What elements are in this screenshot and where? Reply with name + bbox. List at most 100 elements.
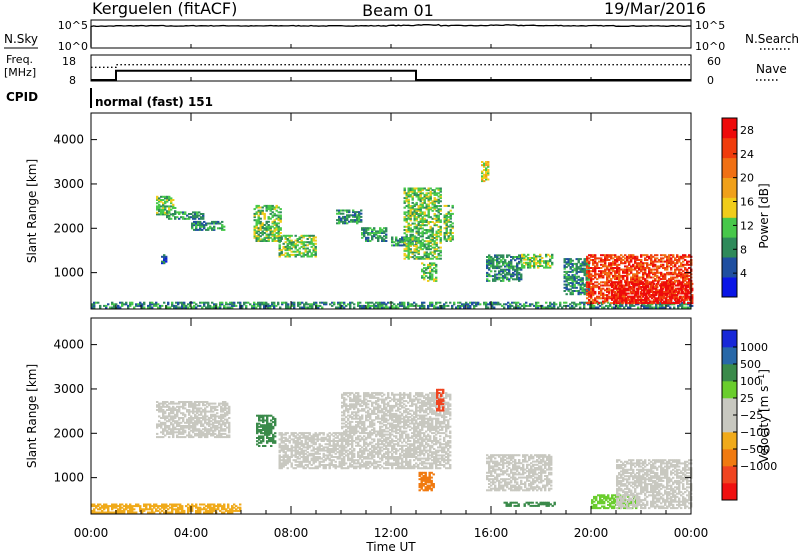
scatter-cell: [640, 300, 643, 303]
scatter-cell: [674, 265, 677, 268]
scatter-cell: [170, 432, 173, 435]
scatter-cell: [607, 304, 610, 307]
scatter-cell: [166, 200, 169, 203]
scatter-cell: [571, 286, 574, 289]
scatter-cell: [606, 259, 609, 261]
scatter-cell: [281, 301, 284, 304]
scatter-cell: [602, 270, 605, 273]
scatter-cell: [687, 290, 690, 293]
scatter-cell: [409, 224, 412, 227]
scatter-cell: [228, 434, 231, 437]
scatter-cell: [618, 268, 621, 271]
scatter-cell: [565, 266, 568, 269]
scatter-cell: [263, 306, 266, 309]
scatter-cell: [669, 306, 672, 309]
scatter-cell: [194, 407, 197, 410]
scatter-cell: [633, 298, 636, 301]
scatter-cell: [172, 407, 175, 410]
scatter-cell: [451, 304, 454, 307]
scatter-cell: [172, 428, 175, 431]
scatter-cell: [180, 425, 183, 427]
scatter-cell: [170, 407, 173, 410]
scatter-cell: [419, 193, 422, 196]
scatter-cell: [357, 303, 360, 306]
scatter-cell: [158, 205, 161, 208]
scatter-cell: [600, 273, 603, 276]
scatter-cell: [674, 279, 677, 282]
scatter-cell: [594, 259, 597, 261]
scatter-cell: [598, 295, 601, 298]
scatter-cell: [527, 266, 530, 269]
scatter-cell: [123, 303, 126, 306]
scatter-cell: [527, 265, 530, 267]
scatter-cell: [226, 407, 229, 410]
scatter-cell: [435, 276, 438, 279]
scatter-cell: [577, 258, 580, 261]
scatter-cell: [356, 211, 359, 214]
scatter-cell: [407, 251, 410, 254]
scatter-cell: [397, 244, 400, 247]
scatter-cell: [164, 200, 167, 203]
scatter-cell: [263, 228, 266, 231]
scatter-cell: [180, 401, 183, 403]
scatter-cell: [267, 204, 270, 207]
scatter-cell: [658, 278, 661, 281]
scatter-cell: [633, 295, 636, 298]
scatter-cell: [517, 304, 520, 307]
scatter-cell: [196, 423, 199, 426]
scatter-cell: [257, 230, 260, 233]
scatter-cell: [269, 225, 272, 228]
scatter-cell: [630, 257, 633, 260]
scatter-cell: [227, 509, 230, 512]
scatter-cell: [608, 255, 611, 258]
scatter-cell: [231, 505, 234, 508]
scatter-cell: [313, 303, 316, 306]
scatter-cell: [352, 215, 355, 218]
scatter-cell: [433, 262, 436, 265]
scatter-cell: [172, 417, 175, 419]
scatter-cell: [592, 262, 595, 265]
scatter-cell: [207, 228, 210, 231]
scatter-cell: [621, 290, 624, 293]
scatter-cell: [294, 234, 297, 237]
scatter-cell: [338, 211, 341, 214]
scatter-cell: [302, 252, 305, 255]
scatter-cell: [683, 300, 686, 303]
scatter-cell: [381, 228, 384, 231]
scatter-cell: [175, 505, 178, 508]
scatter-cell: [227, 306, 230, 309]
scatter-cell: [170, 202, 173, 205]
scatter-cell: [679, 303, 682, 306]
scatter-cell: [135, 511, 138, 514]
scatter-cell: [207, 222, 210, 225]
scatter-cell: [625, 281, 628, 284]
scatter-cell: [650, 259, 653, 261]
scatter-cell: [235, 304, 238, 307]
scatter-cell: [598, 302, 601, 305]
scatter-cell: [618, 278, 621, 281]
scatter-cell: [174, 420, 177, 423]
scatter-cell: [431, 262, 434, 265]
scatter-cell: [604, 259, 607, 261]
scatter-cell: [395, 239, 398, 242]
scatter-cell: [288, 241, 291, 244]
scatter-cell: [668, 265, 671, 268]
scatter-cell: [602, 254, 605, 257]
scatter-cell: [645, 287, 648, 290]
scatter-cell: [203, 225, 206, 228]
scatter-cell: [168, 402, 171, 405]
scatter-cell: [498, 270, 501, 273]
scatter-cell: [429, 206, 432, 209]
scatter-cell: [183, 303, 186, 306]
scatter-cell: [210, 413, 213, 416]
scatter-cell: [425, 203, 428, 206]
scatter-cell: [433, 237, 436, 239]
scatter-cell: [671, 286, 674, 289]
scatter-cell: [687, 303, 690, 306]
scatter-cell: [427, 187, 430, 190]
scatter-cell: [199, 509, 202, 512]
scatter-cell: [665, 281, 668, 284]
scatter-cell: [273, 304, 276, 307]
scatter-cell: [565, 262, 568, 265]
